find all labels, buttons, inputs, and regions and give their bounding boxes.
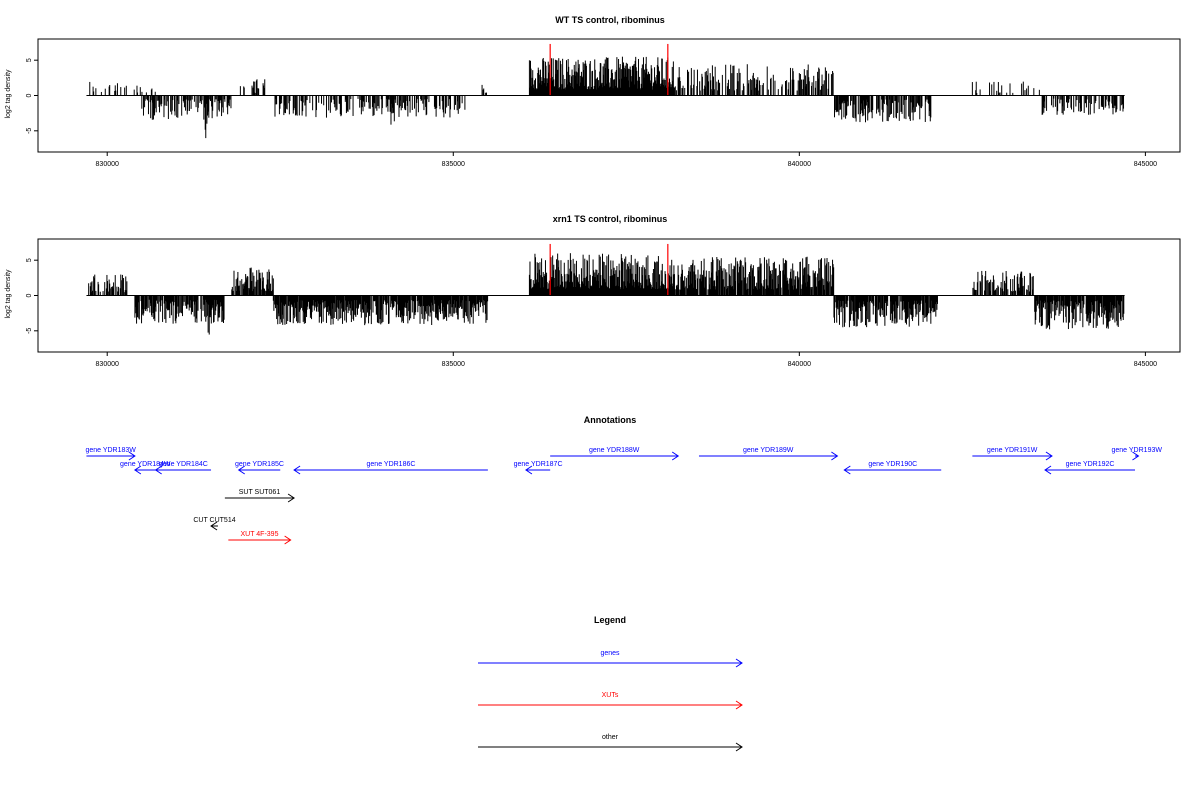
legend-item: genes	[478, 650, 743, 668]
annotation-label: gene YDR184W	[120, 461, 171, 468]
annotation-feature: gene YDR188W	[550, 447, 680, 461]
annotation-label: gene YDR193W	[1112, 447, 1163, 454]
wt-y-axis-label: log2 tag density	[5, 69, 12, 119]
annotation-feature: gene YDR187C	[514, 461, 563, 475]
annotation-feature: gene YDR186C	[293, 461, 488, 475]
legend-title: Legend	[594, 615, 626, 625]
legend-item: other	[478, 734, 743, 752]
annotation-feature: gene YDR190C	[843, 461, 942, 475]
xrn1-y-axis: -5 0 5	[26, 258, 38, 334]
annotation-feature: gene YDR184W	[120, 461, 171, 475]
legend-label: other	[602, 734, 619, 741]
y-tick-label: 5	[26, 258, 33, 262]
arrow-head-icon	[831, 451, 839, 461]
arrow-head-icon	[133, 465, 142, 475]
arrow-head-icon	[1044, 465, 1052, 475]
arrow-head-icon	[671, 451, 680, 461]
annotation-label: gene YDR189W	[743, 447, 794, 454]
arrow-head-icon	[210, 521, 218, 531]
annotation-label: SUT SUT061	[239, 489, 281, 496]
annotation-label: XUT 4F-395	[240, 531, 278, 538]
y-tick-label: -5	[26, 328, 33, 334]
arrow-head-icon	[1132, 451, 1140, 461]
xrn1-track-title: xrn1 TS control, ribominus	[553, 214, 668, 224]
y-tick-label: 0	[26, 93, 33, 97]
y-tick-label: 5	[26, 58, 33, 62]
arrow-head-icon	[735, 700, 743, 710]
annotation-label: gene YDR188W	[589, 447, 640, 454]
arrow-head-icon	[525, 465, 533, 475]
annotation-label: CUT CUT514	[193, 517, 235, 524]
wt-highlight-group	[549, 43, 669, 96]
arrow-head-icon	[735, 742, 743, 752]
annotation-feature: gene YDR189W	[698, 447, 839, 461]
annotation-feature: SUT SUT061	[224, 489, 295, 503]
legend-item: XUTs	[478, 692, 743, 710]
xrn1-y-axis-label: log2 tag density	[5, 269, 12, 319]
annotation-feature: XUT 4F-395	[228, 531, 292, 545]
arrow-head-icon	[843, 465, 851, 475]
xrn1-highlight-group	[549, 243, 669, 296]
x-tick-label: 845000	[1134, 161, 1157, 168]
annotation-feature: gene YDR192C	[1044, 461, 1136, 475]
annotation-label: gene YDR191W	[987, 447, 1038, 454]
arrow-head-icon	[1045, 451, 1053, 461]
annotation-feature: CUT CUT514	[193, 517, 236, 531]
annotation-feature: gene YDR193W	[1112, 447, 1163, 461]
annotations-title: Annotations	[584, 415, 637, 425]
x-tick-label: 835000	[442, 361, 465, 368]
arrow-head-icon	[154, 465, 162, 475]
x-tick-label: 845000	[1134, 361, 1157, 368]
annotation-label: gene YDR186C	[367, 461, 416, 468]
arrow-head-icon	[735, 658, 743, 668]
wt-y-axis: -5 0 5	[26, 58, 38, 134]
arrow-head-icon	[237, 465, 245, 475]
annotation-label: gene YDR190C	[868, 461, 917, 468]
y-tick-label: 0	[26, 293, 33, 297]
arrow-head-icon	[293, 465, 301, 475]
annotation-feature: gene YDR191W	[972, 447, 1053, 461]
x-tick-label: 835000	[442, 161, 465, 168]
annotation-feature: gene YDR183W	[85, 447, 136, 461]
legend-label: XUTs	[602, 692, 619, 699]
annotation-feature: gene YDR184C	[154, 461, 212, 475]
wt-bar-group	[89, 56, 1125, 139]
arrow-head-icon	[287, 493, 295, 503]
legend-label: genes	[600, 650, 620, 657]
arrow-head-icon	[128, 451, 136, 461]
xrn1-x-axis: 830000 835000 840000 845000	[96, 352, 1157, 368]
wt-track-title: WT TS control, ribominus	[555, 15, 665, 25]
annotation-label: gene YDR185C	[235, 461, 284, 468]
annotation-label: gene YDR183W	[85, 447, 136, 454]
x-tick-label: 830000	[96, 161, 119, 168]
arrow-head-icon	[284, 535, 292, 545]
x-tick-label: 830000	[96, 361, 119, 368]
wt-track-panel: WT TS control, ribominus log2 tag densit…	[5, 15, 1181, 168]
y-tick-label: -5	[26, 128, 33, 134]
x-tick-label: 840000	[788, 161, 811, 168]
annotation-label: gene YDR184C	[159, 461, 208, 468]
xrn1-track-panel: xrn1 TS control, ribominus log2 tag dens…	[5, 214, 1181, 368]
wt-x-axis: 830000 835000 840000 845000	[96, 152, 1157, 168]
xrn1-bar-group	[88, 253, 1125, 335]
annotation-feature: gene YDR185C	[235, 461, 284, 475]
x-tick-label: 840000	[788, 361, 811, 368]
legend: genes XUTs other	[478, 650, 743, 752]
annotation-label: gene YDR192C	[1066, 461, 1115, 468]
annotation-label: gene YDR187C	[514, 461, 563, 468]
